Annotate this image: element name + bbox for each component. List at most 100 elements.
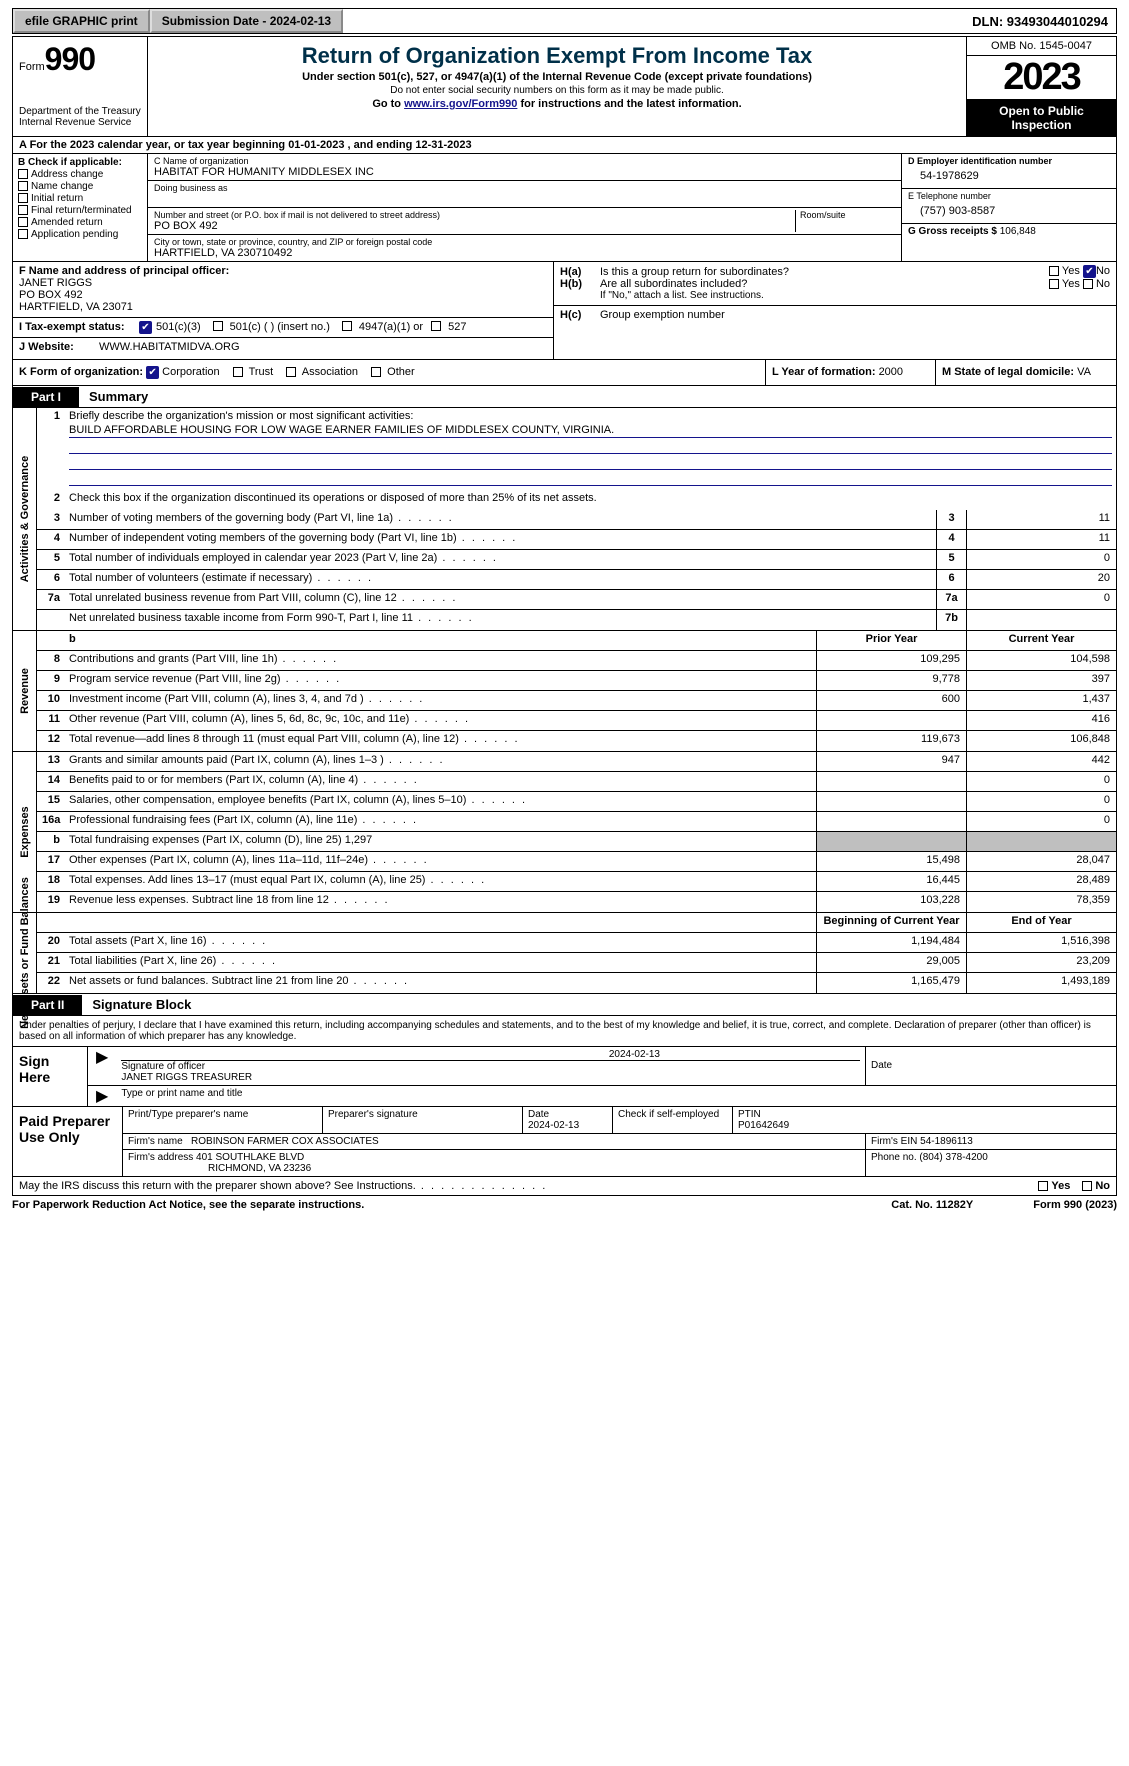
net-num: 22 (37, 973, 65, 993)
cb-name-change[interactable] (18, 181, 28, 191)
opt-corp: Corporation (162, 366, 219, 378)
cb-amended[interactable] (18, 217, 28, 227)
cb-initial-return[interactable] (18, 193, 28, 203)
exp-num: 18 (37, 872, 65, 891)
exp-curr: 442 (966, 752, 1116, 771)
box-h: H(a) Is this a group return for subordin… (553, 262, 1116, 359)
net-desc: Total assets (Part X, line 16) (65, 933, 816, 952)
row-a-tax-year: A For the 2023 calendar year, or tax yea… (12, 137, 1117, 154)
paperwork-notice: For Paperwork Reduction Act Notice, see … (12, 1199, 364, 1211)
cb-address-change[interactable] (18, 169, 28, 179)
cb-assoc[interactable] (286, 367, 296, 377)
gov-box: 6 (936, 570, 966, 589)
exp-num: b (37, 832, 65, 851)
exp-line-b: b Total fundraising expenses (Part IX, c… (37, 832, 1116, 852)
exp-curr: 28,489 (966, 872, 1116, 891)
sig-date-lbl: Date (871, 1060, 892, 1071)
gov-box: 5 (936, 550, 966, 569)
cb-corp[interactable]: ✔ (146, 366, 159, 379)
cb-lbl-3: Final return/terminated (31, 205, 132, 216)
gov-desc: Net unrelated business taxable income fr… (65, 610, 936, 630)
hb-yes[interactable] (1049, 279, 1059, 289)
ptin-lbl: PTIN (738, 1109, 761, 1120)
row-klm: K Form of organization: ✔ Corporation Tr… (12, 360, 1117, 386)
sign-here-block: Sign Here ▶ 2024-02-13 Signature of offi… (12, 1047, 1117, 1107)
cb-app-pending[interactable] (18, 229, 28, 239)
gov-line-7a: 7a Total unrelated business revenue from… (37, 590, 1116, 610)
phone-lbl: E Telephone number (908, 191, 1110, 201)
rev-curr: 104,598 (966, 651, 1116, 670)
subtitle-2: Do not enter social security numbers on … (156, 85, 958, 96)
prep-name-lbl: Print/Type preparer's name (123, 1107, 323, 1133)
exp-desc: Other expenses (Part IX, column (A), lin… (65, 852, 816, 871)
exp-curr: 28,047 (966, 852, 1116, 871)
exp-curr: 0 (966, 772, 1116, 791)
ha-no[interactable]: ✔ (1083, 265, 1096, 278)
part2-title: Signature Block (82, 994, 201, 1015)
prep-date-lbl: Date (528, 1109, 549, 1120)
cb-501c[interactable] (213, 321, 223, 331)
city-val: HARTFIELD, VA 230710492 (154, 247, 895, 259)
section-expenses: Expenses 13 Grants and similar amounts p… (12, 752, 1117, 913)
gov-val: 11 (966, 530, 1116, 549)
gov-desc: Number of voting members of the governin… (65, 510, 936, 529)
irs-link[interactable]: www.irs.gov/Form990 (404, 98, 517, 110)
exp-prior (816, 772, 966, 791)
rev-desc: Investment income (Part VIII, column (A)… (65, 691, 816, 710)
rev-desc: Program service revenue (Part VIII, line… (65, 671, 816, 690)
form-ref: Form 990 (2023) (1033, 1199, 1117, 1211)
opt-501c3: 501(c)(3) (156, 321, 201, 334)
cb-trust[interactable] (233, 367, 243, 377)
efile-print-button[interactable]: efile GRAPHIC print (13, 9, 150, 33)
rev-prior (816, 711, 966, 730)
k-lbl: K Form of organization: (19, 366, 143, 378)
box-b-label: B Check if applicable: (18, 157, 142, 168)
hb-note: If "No," attach a list. See instructions… (560, 290, 1110, 301)
cb-501c3[interactable]: ✔ (139, 321, 152, 334)
rev-num: 10 (37, 691, 65, 710)
l1-num: 1 (37, 408, 65, 490)
discuss-no[interactable] (1082, 1181, 1092, 1191)
cb-4947[interactable] (342, 321, 352, 331)
hc-txt: Group exemption number (600, 309, 1110, 321)
cb-final-return[interactable] (18, 205, 28, 215)
gov-box: 3 (936, 510, 966, 529)
tax-exempt-lbl: I Tax-exempt status: (19, 321, 139, 334)
rev-desc: Total revenue—add lines 8 through 11 (mu… (65, 731, 816, 751)
opt-other: Other (387, 366, 415, 378)
rev-curr: 416 (966, 711, 1116, 730)
sig-officer-val: JANET RIGGS TREASURER (121, 1072, 252, 1083)
net-line-22: 22 Net assets or fund balances. Subtract… (37, 973, 1116, 993)
exp-curr: 0 (966, 812, 1116, 831)
box-b: B Check if applicable: Address change Na… (13, 154, 148, 261)
arrow-icon: ▶ (88, 1047, 116, 1085)
firm-phone: (804) 378-4200 (919, 1152, 987, 1163)
hdr-curr: Current Year (966, 631, 1116, 650)
rev-curr: 1,437 (966, 691, 1116, 710)
cb-527[interactable] (431, 321, 441, 331)
exp-num: 19 (37, 892, 65, 912)
rev-prior: 9,778 (816, 671, 966, 690)
vlabel-gov: Activities & Governance (19, 456, 31, 583)
gov-desc: Total number of individuals employed in … (65, 550, 936, 569)
net-beg: 1,165,479 (816, 973, 966, 993)
rev-prior: 119,673 (816, 731, 966, 751)
cb-other[interactable] (371, 367, 381, 377)
ha-yes[interactable] (1049, 266, 1059, 276)
hb-no[interactable] (1083, 279, 1093, 289)
l1-val: BUILD AFFORDABLE HOUSING FOR LOW WAGE EA… (69, 424, 1112, 438)
room-lbl: Room/suite (800, 210, 895, 220)
exp-desc: Salaries, other compensation, employee b… (65, 792, 816, 811)
firm-addr1: 401 SOUTHLAKE BLVD (196, 1152, 304, 1163)
city-lbl: City or town, state or province, country… (154, 237, 895, 247)
cat-no: Cat. No. 11282Y (891, 1199, 973, 1211)
discuss-yes[interactable] (1038, 1181, 1048, 1191)
goto-pre: Go to (372, 98, 404, 110)
gov-line-6: 6 Total number of volunteers (estimate i… (37, 570, 1116, 590)
exp-prior: 947 (816, 752, 966, 771)
officer-addr2: HARTFIELD, VA 23071 (19, 301, 547, 313)
part1-tag: Part I (13, 387, 79, 407)
net-end: 1,516,398 (966, 933, 1116, 952)
hdr-end: End of Year (966, 913, 1116, 932)
gov-val: 0 (966, 590, 1116, 609)
